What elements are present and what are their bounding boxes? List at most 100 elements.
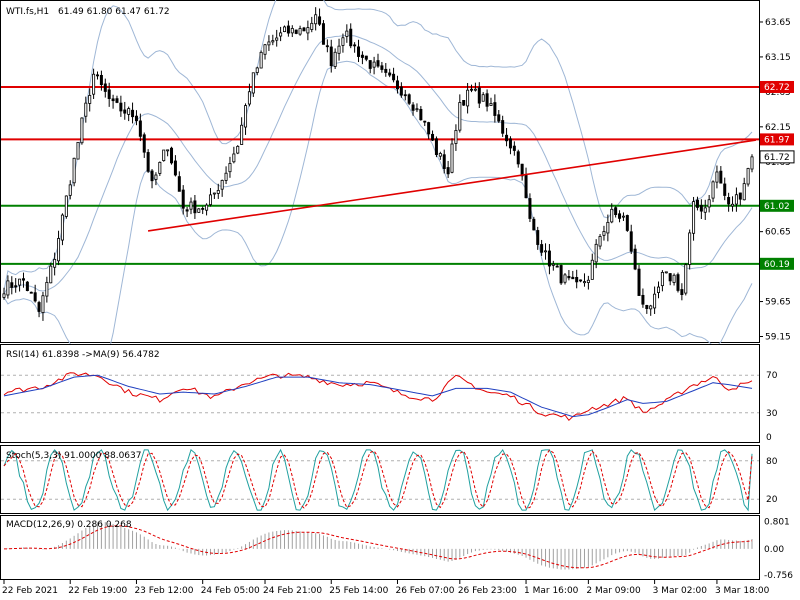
candle-body-bear (325, 45, 329, 48)
candle-body-bear (699, 205, 703, 212)
candle (134, 110, 138, 126)
macd-tick-label: 0.00 (764, 545, 784, 555)
candle-body-bear (111, 98, 115, 102)
candle-body-bear (103, 83, 107, 92)
candle (664, 271, 668, 274)
macd-title: MACD(12,26,9) 0.286 0.268 (6, 520, 132, 530)
candle (189, 197, 193, 215)
candle-body-bull (236, 146, 240, 154)
candle (703, 199, 707, 220)
candle-body-bull (544, 250, 548, 253)
rsi-panel[interactable]: RSI(14) 61.8398 ->MA(9) 56.4782 (0, 344, 760, 443)
bollinger-upper (3, 0, 753, 291)
candle (528, 193, 532, 223)
candle (516, 149, 520, 168)
candle (216, 183, 220, 199)
candle (14, 278, 18, 293)
candle-body-bull (458, 102, 462, 131)
stoch-tick-label: 20 (766, 495, 778, 505)
candle-body-bear (618, 213, 622, 219)
trendline (148, 139, 757, 232)
candle (298, 25, 302, 36)
candle (236, 145, 240, 155)
candle (364, 55, 368, 62)
price-panel[interactable]: WTI.fs,H1 61.49 61.80 61.47 61.72 (0, 0, 760, 378)
candle-body-bull (594, 243, 598, 263)
candle-body-bear (462, 100, 466, 106)
candle-body-bull (649, 305, 653, 310)
candle (442, 149, 446, 174)
time-tick-label: 22 Feb 2021 (2, 586, 58, 596)
candle-body-bear (575, 276, 579, 283)
stoch-panel[interactable]: Stoch(5,3,3) 91.0000 88.0637 (0, 445, 760, 514)
candle-body-bear (512, 145, 516, 151)
level-tag-bg (760, 133, 794, 146)
candle (376, 53, 380, 68)
candle (544, 243, 548, 260)
candle-body-bull (314, 14, 318, 25)
candle (45, 276, 49, 303)
candle (337, 38, 341, 61)
candle (653, 286, 657, 314)
candle (329, 39, 333, 73)
candle-body-bear (469, 88, 473, 91)
candle-body-bear (680, 289, 684, 296)
candle-body-bull (154, 174, 158, 180)
rsi-ma-line (3, 374, 753, 418)
macd-histogram (3, 521, 753, 570)
price-tick-label: 59.15 (765, 333, 791, 343)
candle (505, 128, 509, 147)
candle (208, 188, 212, 207)
candle (2, 287, 6, 300)
candle-body-bull (450, 143, 454, 173)
price-axis: 63.6563.1562.6562.1561.6560.6560.1559.65… (759, 18, 795, 343)
candle (302, 26, 306, 32)
candle-body-bear (625, 215, 629, 231)
candle-body-bear (427, 122, 431, 135)
candle-body-bear (407, 94, 411, 104)
candle (138, 113, 142, 142)
candle (29, 291, 33, 294)
candle (232, 146, 236, 164)
macd-signal-line (3, 525, 753, 569)
candle (614, 206, 618, 218)
level-tag-label: 62.72 (764, 83, 790, 93)
macd-tick-label: -0.756 (764, 571, 793, 581)
candle-body-bull (80, 117, 84, 144)
candle (547, 244, 551, 275)
candle (345, 24, 349, 43)
candle-body-bull (454, 130, 458, 144)
candle (286, 20, 290, 37)
candle (306, 20, 310, 41)
candle (325, 39, 329, 53)
stoch-lines (1, 448, 759, 512)
candle (579, 279, 583, 283)
candle-body-bear (567, 276, 571, 279)
candle-body-bull (2, 293, 6, 298)
time-tick-label: 1 Mar 16:00 (524, 586, 579, 596)
candle (434, 136, 438, 158)
candle (142, 132, 146, 158)
macd-panel[interactable]: MACD(12,26,9) 0.286 0.268 (0, 515, 760, 580)
candle (341, 33, 345, 53)
candle (349, 23, 353, 49)
candle (21, 272, 25, 288)
candle-body-bull (263, 44, 267, 55)
candle-body-bear (360, 54, 364, 58)
candle (127, 106, 131, 122)
candle (123, 101, 127, 120)
candle (618, 210, 622, 223)
candle-body-bull (240, 124, 244, 145)
candle (271, 34, 275, 46)
candle (53, 252, 57, 276)
candle-body-bear (727, 197, 731, 205)
candle (240, 117, 244, 145)
candle (594, 239, 598, 269)
candle-body-bear (146, 152, 150, 172)
candle (333, 48, 337, 70)
candle-body-bull (664, 271, 668, 274)
candle-body-bull (216, 190, 220, 194)
candle-body-bull (57, 238, 61, 262)
candle-body-bear (21, 278, 25, 281)
